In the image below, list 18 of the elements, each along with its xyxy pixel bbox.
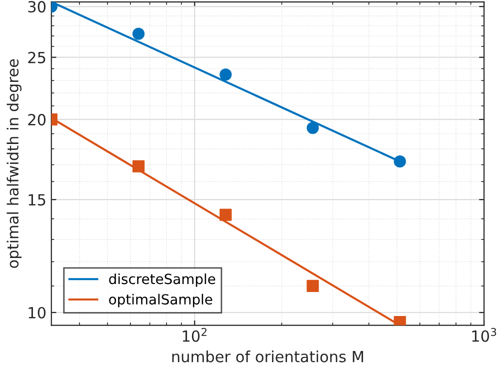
point [306, 122, 319, 134]
y-tick-label: 15 [28, 194, 46, 206]
point [132, 28, 145, 40]
legend-label: optimalSample [109, 294, 212, 308]
point [220, 208, 232, 221]
y-tick-label: 25 [28, 52, 46, 64]
point [132, 160, 145, 172]
x-axis-title: number of orientations M [172, 350, 364, 362]
point [394, 155, 406, 168]
y-axis-title: optimal halfwidth in degree [6, 59, 22, 268]
y-tick-label: 20 [28, 114, 46, 126]
y-tick-label: 10 [28, 306, 46, 319]
point [306, 280, 319, 292]
x-tick-label: 10$^{2}$ [182, 328, 206, 342]
x-tick-label: 10$^{3}$ [472, 328, 496, 342]
legend-label: discreteSample [109, 273, 216, 287]
y-tick-label: 30 [28, 0, 46, 13]
point [220, 68, 232, 81]
